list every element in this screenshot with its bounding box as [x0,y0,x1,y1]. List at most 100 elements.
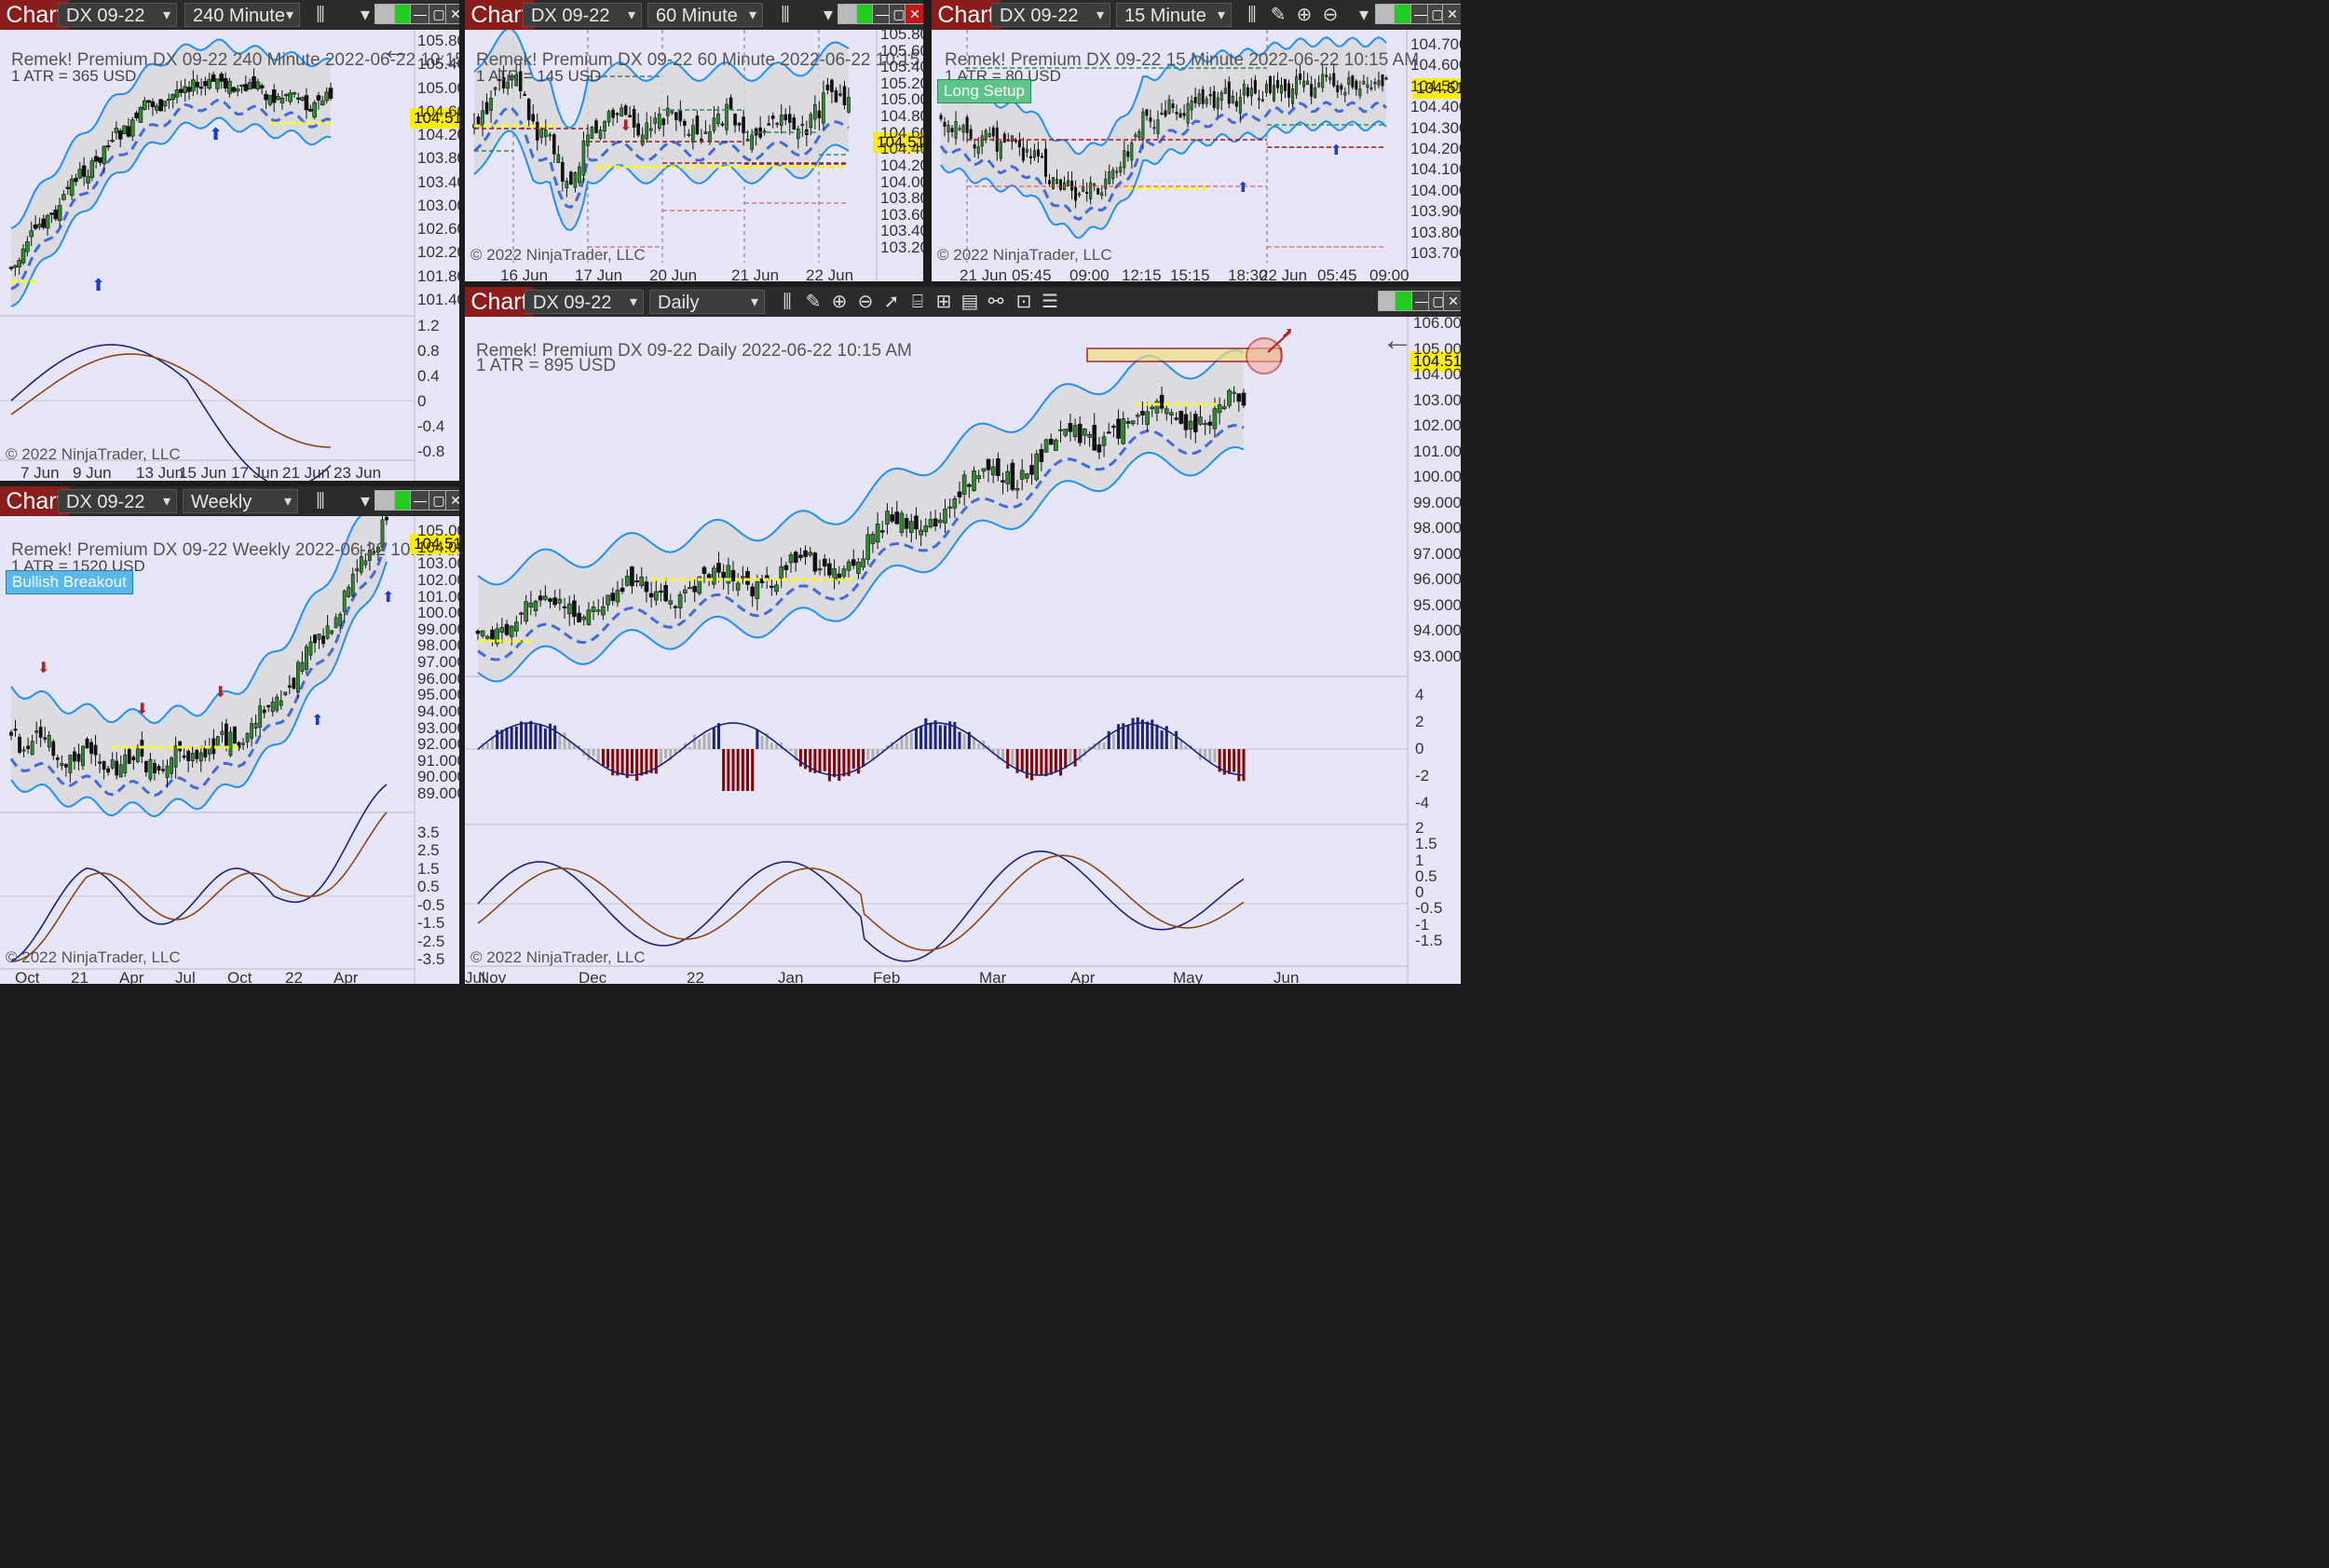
oscillator-slow-line [10,353,332,448]
close-button[interactable]: ✕ [905,4,923,24]
interval-selector[interactable]: Weekly ▾ [183,489,298,513]
chart-plot-area[interactable]: ⬆ ⬆ Remek! Premium DX 09-22 15 Minute 202… [932,30,1461,281]
candle-body [1040,156,1043,158]
oscillator-slow-line [10,811,388,962]
strategies-icon[interactable]: ⚯ [987,292,1004,312]
price-axis-label: 94.000 [417,702,459,720]
candle-body [976,475,981,480]
candle-body [1025,473,1029,479]
bar-type-icon[interactable]: ⫼ [781,5,790,25]
interval-selector[interactable]: Daily ▾ [649,290,765,314]
candle-body [885,511,890,525]
chart-tab[interactable]: Chart [465,287,534,317]
drawing-objects-icon[interactable]: ⊞ [935,292,952,312]
chart-svg: ⬆⬆ [932,30,1461,281]
candle-body [312,102,317,118]
zoom-out-icon[interactable]: ⊖ [857,292,874,312]
candle-body [1236,393,1242,402]
chart-plot-area[interactable]: ⬇ ⬇ ⬇ ⬆ ⬆ Remek! Premium DX 09-22 Weekly 202… [0,516,459,984]
candle-body [134,112,139,118]
histogram-bar [587,749,591,760]
menu-chevron-icon[interactable]: ▾ [823,5,834,25]
chart-tab[interactable]: Chart [0,486,69,516]
pencil-icon[interactable]: ✎ [1270,5,1287,25]
bar-type-icon[interactable]: ⫼ [1247,5,1257,25]
histogram-bar [933,720,937,749]
chart-plot-area[interactable]: ➚ Remek! Premium DX 09-22 Daily 2022-06-… [465,314,1461,984]
pointer-icon[interactable]: ➚ [883,292,900,312]
close-button[interactable]: ✕ [1442,4,1461,24]
bar-type-icon[interactable]: ⫼ [783,292,792,312]
candle-body [1310,84,1314,97]
menu-chevron-icon[interactable]: ▾ [360,5,371,25]
window-toolbar: Chart DX 09-22 ▾ 60 Minute ▾ ⫼ ▾ — ▢ ✕ [465,0,923,30]
bar-type-icon[interactable]: ⫼ [316,491,325,511]
properties-icon[interactable]: ⊡ [1015,292,1032,312]
link-color-button[interactable] [838,4,858,24]
zoom-in-icon[interactable]: ⊕ [831,292,848,312]
close-button[interactable]: ✕ [445,490,459,511]
candle-body [623,105,628,116]
pencil-icon[interactable]: ✎ [805,292,822,312]
candle-body [788,554,794,564]
link-color-button[interactable] [375,490,395,511]
window-toolbar: Chart DX 09-22 ▾ 240 Minute ▾ ⫼ ▾ — ▢ ✕ [0,0,459,30]
back-arrow-icon[interactable]: ← [380,32,412,67]
candle-body [1029,465,1034,475]
chart-tab[interactable]: Chart [465,0,534,30]
histogram-bar [635,749,639,782]
menu-chevron-icon[interactable]: ▾ [360,491,371,511]
link-color-button[interactable] [375,4,395,24]
link-color-button[interactable] [1375,4,1396,24]
close-button[interactable]: ✕ [1443,291,1461,311]
bar-type-icon[interactable]: ⫼ [316,5,325,25]
interval-selector[interactable]: 60 Minute ▾ [647,3,763,27]
back-arrow-icon[interactable]: ← [1382,322,1413,358]
interval-selector[interactable]: 240 Minute ▾ [184,3,300,27]
minimize-button[interactable]: — [872,4,892,24]
zoom-out-icon[interactable]: ⊖ [1322,5,1339,25]
candle-body [235,89,240,92]
list-icon[interactable]: ☰ [1042,292,1058,312]
instrument-selector[interactable]: DX 09-22 ▾ [58,489,177,513]
instrument-selector[interactable]: DX 09-22 ▾ [523,3,642,27]
candle-body [870,534,876,544]
histogram-bar [1083,749,1086,757]
close-button[interactable]: ✕ [445,4,459,24]
candle-body [665,107,670,116]
price-axis-label: 104.000 [1413,365,1461,384]
histogram-bar [1020,749,1024,771]
chart-tab[interactable]: Chart [932,0,1001,30]
minimize-button[interactable]: — [410,4,430,24]
candle-body [1182,113,1186,116]
interval-selector[interactable]: 15 Minute ▾ [1116,3,1232,27]
instrument-selector[interactable]: DX 09-22 ▾ [58,3,177,27]
histogram-bar [905,732,908,749]
candle-body [678,110,683,122]
menu-chevron-icon[interactable]: ▾ [1358,5,1369,25]
histogram-bar [938,725,942,749]
instrument-selector[interactable]: DX 09-22 ▾ [991,3,1110,27]
candle-body [620,587,625,593]
chart-tab[interactable]: Chart [0,0,69,30]
zoom-in-icon[interactable]: ⊕ [1296,5,1313,25]
indicators-icon[interactable]: ▤ [960,292,979,312]
minimize-button[interactable]: — [410,490,430,511]
candle-body [34,729,39,733]
maximize-button[interactable]: ▢ [429,490,449,511]
candle-body [338,613,343,626]
instrument-selector[interactable]: DX 09-22 ▾ [524,290,644,314]
candle-body [1241,392,1246,406]
window-toolbar: Chart DX 09-22 ▾ Daily ▾ ⫼ ✎ ⊕ ⊖ ➚ ⌸ ⊞ ▤ ⚯… [465,287,1461,317]
candle-body [126,126,131,137]
histogram-bar [592,749,595,757]
candle-body [1032,150,1036,158]
chart-plot-area[interactable]: ⬇ Remek! Premium DX 09-22 60 Minute 2022… [465,25,923,281]
candle-body [203,747,208,757]
chart-plot-area[interactable]: ⬆ ⬆ Remek! Premium DX 09-22 240 Minute 20… [0,30,459,481]
candle-body [215,78,220,89]
histogram-axis-label: -4 [1415,794,1430,811]
data-box-icon[interactable]: ⌸ [912,292,923,312]
candle-body [203,81,208,87]
time-axis-label: 20 Jun [649,266,698,281]
